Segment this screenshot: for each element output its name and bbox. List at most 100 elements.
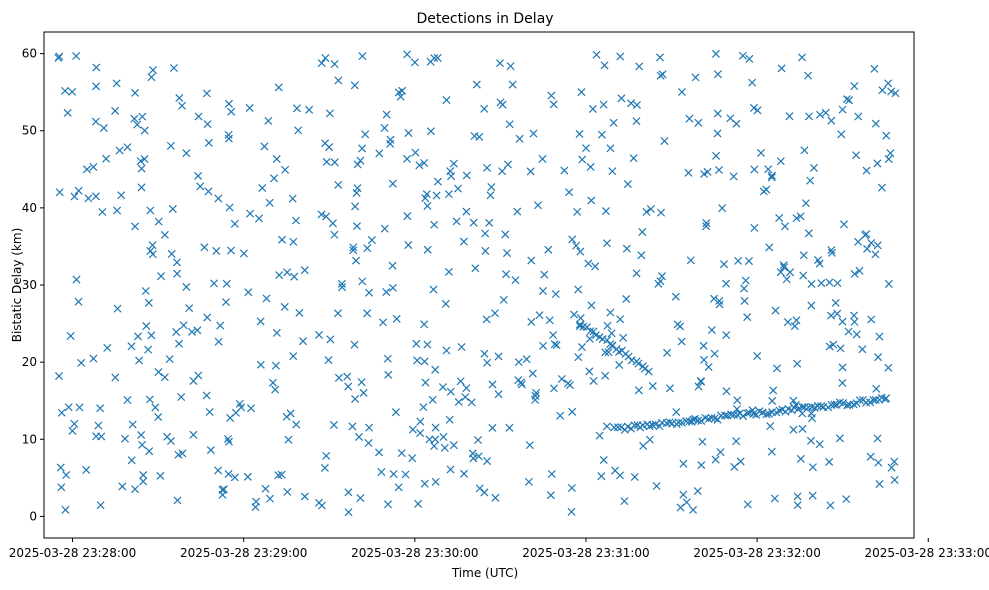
data-point xyxy=(133,120,142,129)
data-point xyxy=(379,318,388,327)
data-point xyxy=(838,105,847,114)
data-point xyxy=(547,469,556,479)
data-point xyxy=(194,171,203,180)
data-point xyxy=(72,275,81,284)
data-point xyxy=(843,401,852,410)
data-point xyxy=(529,129,538,138)
data-point xyxy=(103,343,112,352)
data-point xyxy=(882,131,891,140)
data-point xyxy=(833,309,842,318)
data-point xyxy=(657,272,666,281)
data-point xyxy=(715,296,724,305)
data-point xyxy=(204,138,213,147)
y-tick-label: 10 xyxy=(22,432,37,446)
data-point xyxy=(613,423,622,432)
data-point xyxy=(382,288,391,297)
data-point xyxy=(420,357,429,366)
data-point xyxy=(786,268,795,277)
data-point xyxy=(665,418,674,427)
data-point xyxy=(604,348,613,357)
data-point xyxy=(871,395,880,404)
data-point xyxy=(402,154,412,163)
data-point xyxy=(428,395,437,404)
data-point xyxy=(589,376,598,386)
data-point xyxy=(677,88,686,97)
data-point xyxy=(739,412,748,421)
data-point xyxy=(644,367,653,376)
data-point xyxy=(498,167,507,176)
data-point xyxy=(827,248,836,257)
data-point xyxy=(225,203,234,212)
data-point xyxy=(461,393,470,402)
data-point xyxy=(792,214,801,223)
data-point xyxy=(137,183,146,192)
data-point xyxy=(862,230,871,239)
data-point xyxy=(430,441,439,451)
data-point xyxy=(546,491,555,500)
data-point xyxy=(660,137,669,146)
data-point xyxy=(577,88,586,97)
data-point xyxy=(838,378,847,387)
data-point xyxy=(862,166,871,175)
data-point xyxy=(420,320,429,329)
data-point xyxy=(89,162,98,171)
data-point xyxy=(525,441,534,450)
data-point xyxy=(858,345,867,354)
data-point xyxy=(57,483,66,492)
data-point xyxy=(572,241,581,250)
data-point xyxy=(665,384,674,393)
data-point xyxy=(524,477,533,486)
data-point xyxy=(697,461,706,470)
data-point xyxy=(123,395,132,405)
data-point xyxy=(63,108,72,117)
data-point xyxy=(425,435,434,444)
data-point xyxy=(426,57,435,66)
data-point xyxy=(403,212,412,221)
data-point xyxy=(556,411,565,420)
data-point xyxy=(148,66,158,75)
data-point xyxy=(785,112,794,121)
data-point xyxy=(743,500,752,509)
data-point xyxy=(292,104,301,113)
data-point xyxy=(246,209,255,218)
data-point xyxy=(815,259,824,268)
data-point xyxy=(445,415,454,424)
data-point xyxy=(96,501,105,510)
data-point xyxy=(408,425,417,434)
data-point xyxy=(816,110,825,119)
data-point xyxy=(808,491,817,500)
data-point xyxy=(212,246,221,255)
data-point xyxy=(403,50,412,59)
data-point xyxy=(578,155,587,164)
data-point xyxy=(740,296,749,305)
data-point xyxy=(570,310,579,319)
data-point xyxy=(789,425,798,434)
data-point xyxy=(343,372,352,381)
data-point xyxy=(505,423,514,432)
data-point xyxy=(334,76,343,85)
data-point xyxy=(623,180,632,189)
data-point xyxy=(831,298,840,307)
data-point xyxy=(804,403,813,412)
data-point xyxy=(185,304,194,313)
data-point xyxy=(348,422,357,431)
data-point xyxy=(792,316,801,325)
data-point xyxy=(796,212,805,221)
data-point xyxy=(439,432,448,441)
data-point xyxy=(433,177,442,186)
data-point xyxy=(875,332,884,341)
data-point xyxy=(391,408,400,417)
data-point xyxy=(441,299,450,308)
data-point xyxy=(850,82,859,91)
data-point xyxy=(380,123,389,132)
data-point xyxy=(490,309,499,318)
data-point xyxy=(729,410,738,419)
data-point xyxy=(711,455,720,464)
data-point xyxy=(808,414,817,423)
data-point xyxy=(887,87,896,96)
data-point xyxy=(756,148,766,157)
data-point xyxy=(328,219,337,228)
data-point xyxy=(140,155,149,164)
data-point xyxy=(292,420,301,429)
data-point xyxy=(804,229,813,238)
